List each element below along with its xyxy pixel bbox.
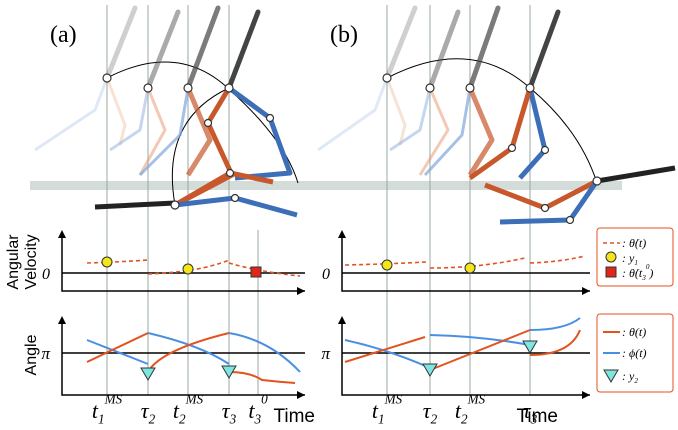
robot-sequence-b	[317, 5, 676, 225]
label-part: MS	[384, 392, 403, 407]
label-part: τ	[423, 398, 432, 423]
axes	[58, 230, 590, 399]
label-part: 3	[253, 412, 261, 427]
label-part: t	[455, 398, 462, 423]
label-part: t	[92, 398, 99, 423]
label-part: 1	[634, 259, 638, 267]
label-part: 2	[149, 412, 156, 427]
legend-entry: : θ̇(t)	[622, 236, 646, 250]
y-axis-label: Angle	[23, 334, 40, 375]
curves	[86, 255, 586, 384]
x-tick-label: t30	[248, 392, 268, 427]
robot-sequence-a	[34, 5, 299, 218]
label-part: τ	[141, 398, 150, 423]
x-tick-label: τ2	[423, 398, 438, 427]
x-tick-label: τ3	[222, 398, 237, 427]
label-part: τ	[222, 398, 231, 423]
angle-pi: π	[321, 344, 330, 363]
label-part: MS	[467, 392, 486, 407]
label-part: : θ̇(t	[622, 266, 643, 280]
label-part: 3	[641, 274, 646, 282]
x-tick-label: τ3	[523, 398, 538, 427]
label-part: MS	[185, 392, 204, 407]
y-axis-label: Velocity	[23, 234, 40, 289]
label-part: MS	[104, 392, 123, 407]
y-axis-label: Angular	[5, 234, 22, 290]
label-part: : θ̇(t)	[622, 236, 646, 250]
x-tick-label: t2 MS	[455, 392, 486, 427]
x-tick-label: t2 MS	[173, 392, 204, 427]
label-part: : ϕ(t)	[622, 346, 647, 360]
x-axis-label: Time	[516, 406, 558, 427]
ground	[30, 181, 622, 190]
label-part: 0	[261, 392, 268, 407]
label-part: t	[248, 398, 255, 423]
label-part: 3	[229, 412, 237, 427]
label-part: 1	[378, 412, 385, 427]
label-part: 1	[98, 412, 105, 427]
label-part: : θ(t)	[622, 325, 646, 339]
angle-pi: π	[41, 344, 50, 363]
panel-label: (b)	[330, 22, 358, 48]
legend-entry: : θ̇(t30)	[622, 263, 653, 282]
label-part: 3	[530, 412, 538, 427]
velocity-zero: 0	[322, 266, 330, 283]
legend-boxes	[596, 227, 674, 393]
label-part: t	[372, 398, 379, 423]
label-part: 0	[646, 263, 650, 271]
legend-entry: : y2	[622, 369, 638, 385]
x-tick-label: τ2	[141, 398, 156, 427]
label-part: 2	[431, 412, 438, 427]
velocity-zero: 0	[42, 266, 50, 283]
label-part: 2	[461, 412, 468, 427]
panel-label: (a)	[50, 22, 77, 48]
legend-entry: : y1	[622, 251, 638, 267]
label-part: : y	[622, 251, 635, 265]
label-part: 2	[179, 412, 186, 427]
x-tick-label: t1 MS	[92, 392, 123, 427]
label-part: : y	[622, 369, 635, 383]
label-part: τ	[523, 398, 532, 423]
legend-entry: : θ(t)	[622, 325, 646, 339]
x-axis-label: Time	[273, 406, 315, 427]
x-tick-label: t1 MS	[372, 392, 403, 427]
label-part: t	[173, 398, 180, 423]
legend-entry: : ϕ(t)	[622, 346, 647, 360]
label-part: 2	[634, 377, 638, 385]
label-part: )	[648, 266, 653, 280]
